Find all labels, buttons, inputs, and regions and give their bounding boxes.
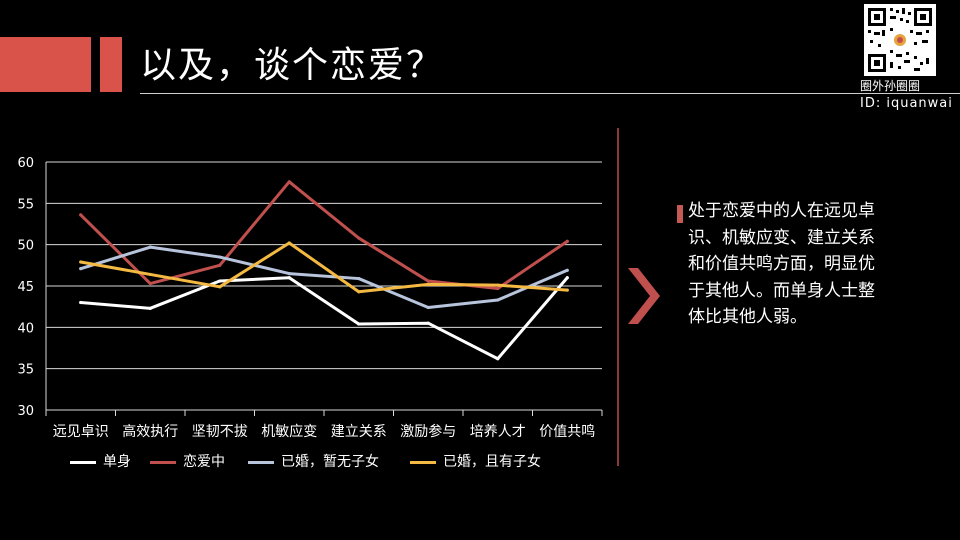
summary-note: 处于恋爱中的人在远见卓识、机敏应变、建立关系和价值共鸣方面，明显优于其他人。而单… — [688, 201, 875, 327]
note-marker — [677, 205, 683, 223]
data-point — [565, 276, 569, 280]
data-point — [148, 281, 152, 286]
data-point — [565, 288, 569, 292]
data-point — [79, 260, 83, 264]
data-point — [287, 241, 291, 245]
y-tick-label: 40 — [17, 321, 34, 336]
qr-code-icon — [864, 4, 936, 76]
y-tick-label: 45 — [17, 280, 34, 295]
data-point — [357, 322, 361, 326]
brand-name: 圈外孙圈圈 — [860, 79, 921, 93]
data-point — [496, 298, 500, 302]
data-point — [426, 279, 430, 283]
x-tick-label: 价值共鸣 — [539, 423, 595, 440]
title-underline — [140, 93, 960, 94]
data-point — [148, 306, 152, 310]
legend-swatch — [248, 461, 274, 464]
data-point — [218, 285, 222, 289]
chevron-right-icon — [628, 268, 660, 328]
series-line-2 — [79, 180, 569, 290]
data-point — [218, 279, 222, 283]
x-tick-label: 培养人才 — [470, 424, 526, 440]
legend-label: 单身 — [103, 454, 131, 470]
y-tick-label: 60 — [17, 156, 34, 171]
legend-label: 恋爱中 — [183, 454, 225, 470]
y-tick-label: 35 — [17, 363, 34, 378]
x-tick-label: 机敏应变 — [261, 423, 317, 440]
y-tick-label: 30 — [17, 404, 34, 419]
data-point — [148, 272, 152, 277]
x-tick-label: 高效执行 — [122, 423, 178, 440]
data-point — [218, 255, 222, 259]
series-line-4 — [79, 241, 569, 294]
data-point — [357, 290, 361, 294]
page-title: 以及，谈个恋爱？ — [140, 45, 445, 86]
data-point — [287, 272, 291, 276]
legend-label: 已婚，暂无子女 — [281, 454, 379, 470]
legend-swatch — [150, 461, 176, 464]
series-line-3 — [79, 245, 569, 309]
data-point — [426, 305, 430, 310]
data-point — [496, 357, 500, 361]
y-tick-label: 55 — [17, 197, 34, 212]
data-point — [79, 300, 83, 305]
data-point — [565, 239, 569, 243]
legend-swatch — [410, 461, 436, 464]
data-point — [357, 236, 361, 240]
vertical-divider — [617, 128, 619, 466]
x-tick-label: 坚韧不拔 — [192, 424, 248, 440]
data-point — [287, 276, 291, 280]
data-point — [287, 180, 291, 184]
data-point — [357, 276, 361, 281]
legend-swatch — [70, 461, 96, 464]
data-point — [496, 286, 500, 291]
x-tick-label: 激励参与 — [400, 423, 456, 440]
data-point — [79, 213, 83, 217]
data-point — [79, 267, 83, 271]
data-point — [426, 282, 430, 286]
x-tick-label: 建立关系 — [331, 424, 387, 440]
legend-label: 已婚，且有子女 — [443, 454, 541, 470]
data-point — [565, 268, 569, 272]
data-point — [218, 263, 222, 267]
brand-id: ID: iquanwai — [860, 96, 953, 111]
x-tick-label: 远见卓识 — [53, 424, 109, 440]
title-accent-bar-small — [100, 37, 122, 92]
y-tick-label: 50 — [17, 239, 34, 254]
data-point — [496, 283, 500, 287]
data-point — [148, 245, 152, 249]
data-point — [426, 321, 430, 325]
line-chart: 30 35 40 45 50 55 60 远见卓识 高效执行 坚韧不拔 机敏应变 建立关系 激励参与 培养… — [17, 156, 603, 440]
title-accent-bar — [0, 37, 91, 92]
series-line-1 — [79, 276, 569, 361]
